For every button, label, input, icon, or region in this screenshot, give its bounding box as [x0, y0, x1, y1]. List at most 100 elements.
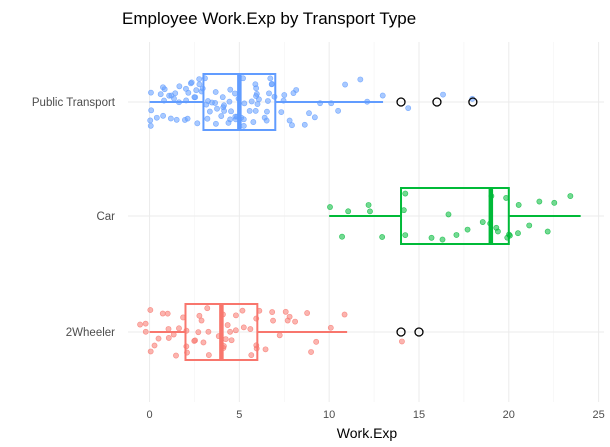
data-point — [301, 121, 308, 128]
data-point — [214, 105, 220, 112]
data-point — [292, 318, 298, 325]
data-point — [206, 108, 213, 115]
data-point — [526, 222, 533, 229]
data-point — [188, 79, 195, 86]
data-point — [155, 335, 162, 342]
data-point — [204, 115, 211, 122]
data-point — [200, 339, 207, 346]
data-point — [286, 313, 293, 320]
data-point — [232, 90, 238, 97]
chart-title: Employee Work.Exp by Transport Type — [122, 9, 416, 28]
data-point — [464, 226, 471, 233]
data-point — [402, 232, 409, 239]
data-point — [225, 119, 232, 126]
data-point — [147, 122, 154, 129]
data-point — [428, 234, 435, 241]
data-point — [222, 336, 229, 343]
y-tick-label: Car — [96, 211, 115, 223]
data-point — [184, 115, 191, 122]
x-tick-label: 0 — [146, 409, 152, 421]
data-point — [536, 198, 543, 205]
x-tick-label: 25 — [592, 409, 604, 421]
data-point — [227, 86, 234, 93]
data-point — [345, 208, 352, 215]
data-point — [402, 190, 409, 197]
data-point — [276, 332, 283, 339]
data-point — [379, 92, 386, 99]
data-point — [161, 86, 168, 93]
data-point — [165, 335, 172, 341]
data-point — [282, 308, 289, 315]
data-point — [247, 326, 254, 332]
data-point — [172, 90, 179, 97]
data-point — [142, 320, 149, 327]
data-point — [147, 307, 154, 313]
data-point — [221, 102, 227, 109]
data-point — [226, 98, 233, 105]
data-point — [379, 234, 386, 240]
data-point — [246, 108, 253, 114]
data-point — [233, 312, 239, 319]
grid-lines — [128, 42, 604, 402]
outlier-point — [468, 97, 478, 107]
data-point — [306, 110, 312, 117]
data-point — [193, 87, 200, 94]
data-point — [440, 91, 446, 98]
data-point — [313, 338, 320, 345]
data-point — [445, 211, 452, 218]
x-tick-label: 15 — [413, 409, 425, 421]
data-point — [196, 76, 203, 82]
x-axis-title: Work.Exp — [337, 425, 398, 441]
data-point — [227, 328, 233, 335]
data-point — [400, 207, 407, 214]
data-point — [270, 317, 276, 324]
boxes-layer — [149, 73, 581, 361]
data-point — [212, 89, 219, 95]
data-point — [213, 120, 219, 127]
data-point — [252, 107, 259, 114]
data-point — [239, 307, 246, 314]
data-point — [148, 107, 155, 114]
data-point — [405, 105, 412, 111]
data-point — [293, 87, 300, 93]
data-point — [176, 325, 182, 332]
data-point — [185, 89, 192, 96]
data-point — [286, 117, 293, 124]
data-point — [196, 81, 203, 88]
data-point — [278, 109, 285, 115]
data-point — [357, 76, 364, 83]
data-point — [269, 309, 276, 315]
x-tick-label: 20 — [503, 409, 515, 421]
data-point — [191, 338, 198, 344]
data-point — [228, 108, 234, 115]
data-point — [176, 83, 183, 90]
data-point — [335, 107, 342, 114]
data-point — [341, 311, 348, 318]
data-point — [439, 236, 446, 243]
data-point — [151, 342, 158, 349]
data-point — [262, 346, 269, 353]
data-point — [266, 90, 272, 97]
data-point — [232, 327, 239, 334]
outlier-point — [396, 327, 406, 337]
data-point — [567, 193, 574, 199]
axes-layer: Public Transport Car 2Wheeler 0 5 10 15 20 25 — [32, 97, 605, 421]
data-point — [171, 95, 177, 102]
data-point — [166, 92, 173, 99]
data-point — [253, 85, 260, 92]
data-point — [254, 101, 261, 107]
data-point — [224, 322, 231, 328]
data-point — [205, 352, 212, 358]
data-point — [268, 81, 275, 87]
data-point — [515, 230, 521, 237]
data-point — [495, 228, 501, 235]
x-tick-label: 10 — [323, 409, 335, 421]
data-point — [142, 328, 149, 335]
data-point — [544, 228, 551, 235]
data-point — [219, 94, 226, 101]
data-point — [192, 94, 199, 101]
data-point — [267, 75, 274, 82]
data-point — [327, 204, 333, 210]
outlier-point — [414, 327, 424, 337]
